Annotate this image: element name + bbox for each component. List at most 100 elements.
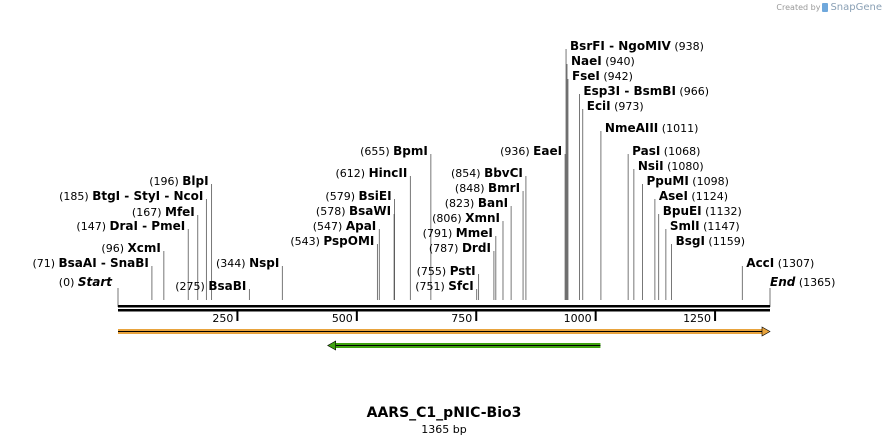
site-label-group[interactable]: (579) BsiEI bbox=[325, 189, 391, 203]
site-label-group[interactable]: (936) EaeI bbox=[500, 144, 562, 158]
enzyme-name[interactable]: AccI bbox=[746, 256, 774, 270]
enzyme-name[interactable]: BsiEI bbox=[358, 189, 391, 203]
site-label[interactable]: (936) EaeI bbox=[500, 144, 562, 158]
site-label-group[interactable]: NmeAIII (1011) bbox=[605, 121, 698, 135]
site-label[interactable]: SmlI (1147) bbox=[670, 219, 740, 233]
site-label[interactable]: NmeAIII (1011) bbox=[605, 121, 698, 135]
site-label-group[interactable]: AccI (1307) bbox=[746, 256, 814, 270]
site-label[interactable]: (854) BbvCI bbox=[451, 166, 523, 180]
site-label-group[interactable]: (543) PspOMI bbox=[290, 234, 374, 248]
site-label[interactable]: (147) DraI - PmeI bbox=[76, 219, 185, 233]
site-label-group[interactable]: BsrFI - NgoMIV (938) bbox=[570, 39, 704, 53]
enzyme-name[interactable]: BpmI bbox=[393, 144, 428, 158]
enzyme-name[interactable]: BsrFI bbox=[570, 39, 605, 53]
site-label[interactable]: (344) NspI bbox=[216, 256, 279, 270]
site-label-group[interactable]: (755) PstI bbox=[417, 264, 476, 278]
site-label-group[interactable]: NaeI (940) bbox=[571, 54, 635, 68]
site-label[interactable]: (185) BtgI - StyI - NcoI bbox=[59, 189, 203, 203]
site-label[interactable]: NsiI (1080) bbox=[638, 159, 704, 173]
enzyme-name[interactable]: PasI bbox=[632, 144, 660, 158]
enzyme-name[interactable]: BtgI bbox=[92, 189, 120, 203]
site-label-group[interactable]: (547) ApaI bbox=[313, 219, 377, 233]
site-label[interactable]: AccI (1307) bbox=[746, 256, 814, 270]
site-label-group[interactable]: (147) DraI - PmeI bbox=[76, 219, 185, 233]
site-label[interactable]: (543) PspOMI bbox=[290, 234, 374, 248]
site-label[interactable]: BpuEI (1132) bbox=[663, 204, 742, 218]
site-label[interactable]: (751) SfcI bbox=[415, 279, 474, 293]
enzyme-name[interactable]: BmrI bbox=[488, 181, 520, 195]
site-label[interactable]: (578) BsaWI bbox=[316, 204, 391, 218]
enzyme-name[interactable]: Esp3I bbox=[583, 84, 620, 98]
site-label-group[interactable]: SmlI (1147) bbox=[670, 219, 740, 233]
enzyme-name[interactable]: FseI bbox=[572, 69, 600, 83]
site-label-group[interactable]: (823) BanI bbox=[445, 196, 508, 210]
enzyme-name[interactable]: MmeI bbox=[456, 226, 493, 240]
enzyme-name[interactable]: EaeI bbox=[533, 144, 562, 158]
enzyme-name[interactable]: DrdI bbox=[462, 241, 491, 255]
enzyme-name[interactable]: NcoI bbox=[173, 189, 203, 203]
site-label[interactable]: PasI (1068) bbox=[632, 144, 700, 158]
site-label-group[interactable]: (344) NspI bbox=[216, 256, 279, 270]
enzyme-name[interactable]: NaeI bbox=[571, 54, 602, 68]
site-label[interactable]: (96) XcmI bbox=[101, 241, 160, 255]
site-label[interactable]: (806) XmnI bbox=[432, 211, 500, 225]
site-label-group[interactable]: AseI (1124) bbox=[659, 189, 728, 203]
site-label-group[interactable]: (96) XcmI bbox=[101, 241, 160, 255]
site-label[interactable]: (547) ApaI bbox=[313, 219, 377, 233]
site-label-group[interactable]: BpuEI (1132) bbox=[663, 204, 742, 218]
enzyme-name[interactable]: HincII bbox=[369, 166, 408, 180]
site-label-group[interactable]: (751) SfcI bbox=[415, 279, 474, 293]
enzyme-name[interactable]: BlpI bbox=[182, 174, 208, 188]
enzyme-name[interactable]: SmlI bbox=[670, 219, 700, 233]
site-label-group[interactable]: Esp3I - BsmBI (966) bbox=[583, 84, 709, 98]
site-label[interactable]: (275) BsaBI bbox=[175, 279, 246, 293]
enzyme-name[interactable]: BsaAI bbox=[59, 256, 97, 270]
enzyme-name[interactable]: StyI bbox=[133, 189, 160, 203]
enzyme-name[interactable]: AseI bbox=[659, 189, 688, 203]
site-label-group[interactable]: (167) MfeI bbox=[132, 205, 195, 219]
enzyme-name[interactable]: BsgI bbox=[676, 234, 705, 248]
site-label-group[interactable]: (578) BsaWI bbox=[316, 204, 391, 218]
enzyme-name[interactable]: XcmI bbox=[128, 241, 161, 255]
site-label-group[interactable]: NsiI (1080) bbox=[638, 159, 704, 173]
site-label[interactable]: (787) DrdI bbox=[429, 241, 491, 255]
enzyme-name[interactable]: BsaWI bbox=[349, 204, 391, 218]
enzyme-name[interactable]: DraI bbox=[110, 219, 138, 233]
site-label[interactable]: (791) MmeI bbox=[423, 226, 493, 240]
enzyme-name[interactable]: PmeI bbox=[151, 219, 185, 233]
site-label[interactable]: NaeI (940) bbox=[571, 54, 635, 68]
enzyme-name[interactable]: SnaBI bbox=[110, 256, 149, 270]
site-label[interactable]: FseI (942) bbox=[572, 69, 633, 83]
site-label[interactable]: (655) BpmI bbox=[360, 144, 428, 158]
enzyme-name[interactable]: BsmBI bbox=[634, 84, 676, 98]
site-label-group[interactable]: EciI (973) bbox=[587, 99, 644, 113]
site-label-group[interactable]: (612) HincII bbox=[335, 166, 407, 180]
site-label[interactable]: PpuMI (1098) bbox=[646, 174, 728, 188]
site-label-group[interactable]: (806) XmnI bbox=[432, 211, 500, 225]
enzyme-name[interactable]: PspOMI bbox=[323, 234, 374, 248]
site-label-group[interactable]: (196) BlpI bbox=[149, 174, 208, 188]
site-label[interactable]: (71) BsaAI - SnaBI bbox=[32, 256, 148, 270]
enzyme-name[interactable]: SfcI bbox=[448, 279, 473, 293]
enzyme-name[interactable]: PstI bbox=[450, 264, 476, 278]
enzyme-name[interactable]: NsiI bbox=[638, 159, 664, 173]
enzyme-name[interactable]: NmeAIII bbox=[605, 121, 658, 135]
site-label-group[interactable]: BsgI (1159) bbox=[676, 234, 745, 248]
site-label-group[interactable]: PpuMI (1098) bbox=[646, 174, 728, 188]
site-label-group[interactable]: (787) DrdI bbox=[429, 241, 491, 255]
site-label[interactable]: (167) MfeI bbox=[132, 205, 195, 219]
site-label-group[interactable]: (655) BpmI bbox=[360, 144, 428, 158]
site-label[interactable]: (755) PstI bbox=[417, 264, 476, 278]
site-label-group[interactable]: FseI (942) bbox=[572, 69, 633, 83]
enzyme-name[interactable]: MfeI bbox=[165, 205, 195, 219]
enzyme-name[interactable]: XmnI bbox=[465, 211, 500, 225]
site-label-group[interactable]: (71) BsaAI - SnaBI bbox=[32, 256, 148, 270]
site-label-group[interactable]: (791) MmeI bbox=[423, 226, 493, 240]
site-label[interactable]: (612) HincII bbox=[335, 166, 407, 180]
enzyme-name[interactable]: EciI bbox=[587, 99, 611, 113]
enzyme-name[interactable]: BpuEI bbox=[663, 204, 702, 218]
enzyme-name[interactable]: ApaI bbox=[346, 219, 376, 233]
site-label[interactable]: (848) BmrI bbox=[455, 181, 520, 195]
enzyme-name[interactable]: PpuMI bbox=[646, 174, 688, 188]
